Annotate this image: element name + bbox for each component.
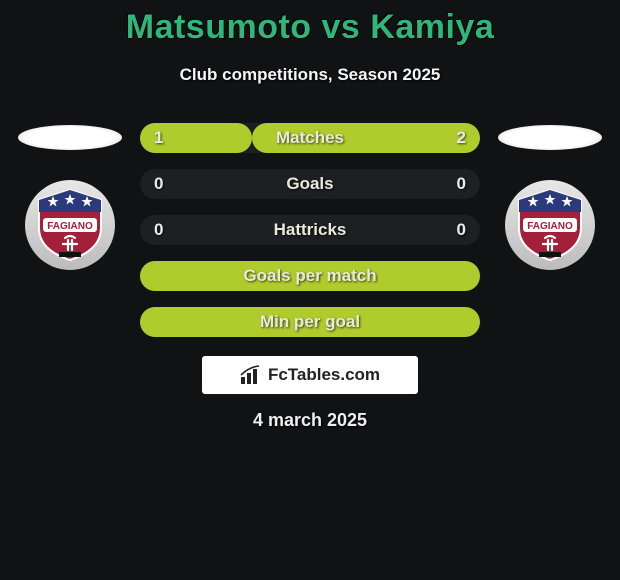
date-text: 4 march 2025 bbox=[0, 410, 620, 431]
stat-left-value: 0 bbox=[154, 174, 163, 194]
stat-label: Hattricks bbox=[274, 220, 347, 240]
stat-label: Matches bbox=[276, 128, 344, 148]
stat-right-value: 0 bbox=[457, 174, 466, 194]
stats-table: 1 Matches 2 0 Goals 0 0 Hattricks 0 Goal… bbox=[140, 123, 480, 353]
stat-left-value: 1 bbox=[154, 128, 163, 148]
stat-row: 1 Matches 2 bbox=[140, 123, 480, 153]
subtitle: Club competitions, Season 2025 bbox=[0, 65, 620, 85]
brand-text: FcTables.com bbox=[268, 365, 380, 385]
stat-row: Min per goal bbox=[140, 307, 480, 337]
stat-row: 0 Hattricks 0 bbox=[140, 215, 480, 245]
stat-row: 0 Goals 0 bbox=[140, 169, 480, 199]
stat-left-value: 0 bbox=[154, 220, 163, 240]
left-player-oval bbox=[18, 125, 122, 150]
stat-label: Goals bbox=[286, 174, 333, 194]
shield-icon: FAGIANO bbox=[515, 188, 585, 262]
page-title: Matsumoto vs Kamiya bbox=[0, 0, 620, 47]
badge-text: FAGIANO bbox=[47, 221, 93, 232]
stat-right-value: 0 bbox=[457, 220, 466, 240]
left-player-column: FAGIANO bbox=[10, 125, 130, 270]
stat-label: Goals per match bbox=[243, 266, 376, 286]
right-player-oval bbox=[498, 125, 602, 150]
stat-label: Min per goal bbox=[260, 312, 360, 332]
right-player-column: FAGIANO bbox=[490, 125, 610, 270]
right-team-badge: FAGIANO bbox=[505, 180, 595, 270]
stat-right-value: 2 bbox=[457, 128, 466, 148]
stat-row: Goals per match bbox=[140, 261, 480, 291]
left-team-badge: FAGIANO bbox=[25, 180, 115, 270]
bar-chart-icon bbox=[240, 365, 262, 385]
shield-icon: FAGIANO bbox=[35, 188, 105, 262]
badge-text: FAGIANO bbox=[527, 221, 573, 232]
brand-badge[interactable]: FcTables.com bbox=[202, 356, 418, 394]
